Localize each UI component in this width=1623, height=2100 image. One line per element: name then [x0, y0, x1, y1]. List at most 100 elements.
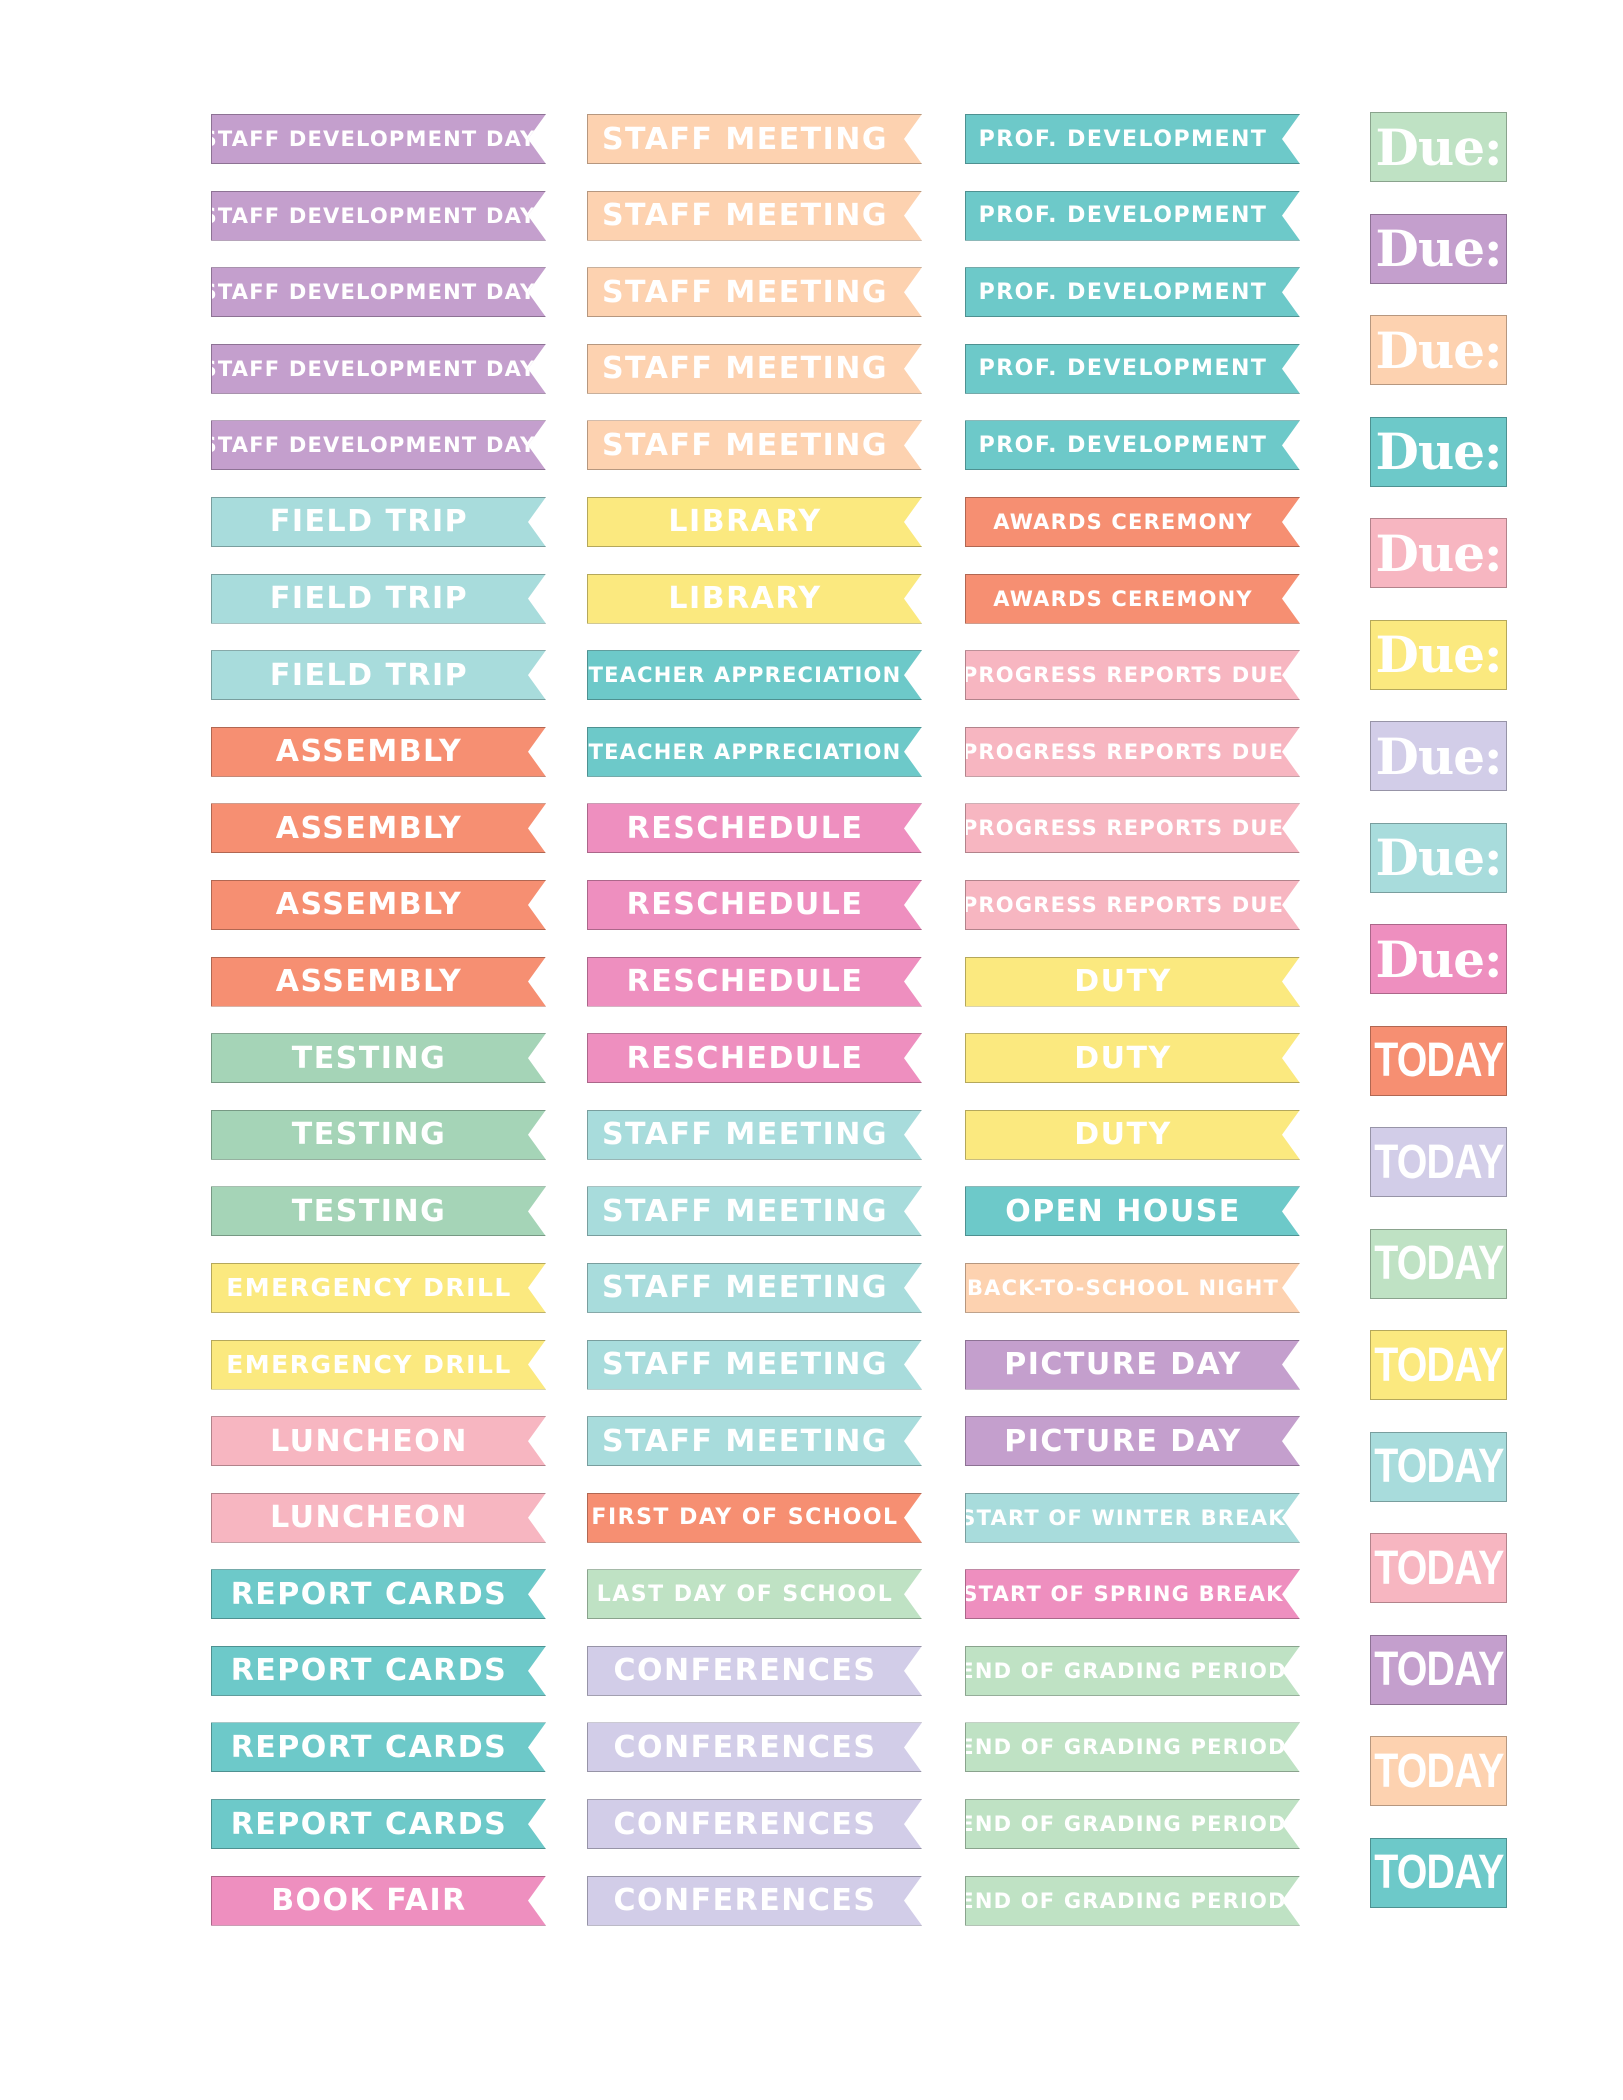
today-tag-label: TODAY — [1373, 1237, 1504, 1290]
banner-sticker-conferences: CONFERENCES — [587, 1876, 922, 1926]
banner-sticker-staff-development-day: STAFF DEVELOPMENT DAY — [211, 420, 546, 470]
today-tag-label: TODAY — [1373, 1846, 1504, 1899]
banner-label: LAST DAY OF SCHOOL — [596, 1581, 894, 1607]
banner-sticker-library: LIBRARY — [587, 497, 922, 547]
banner-label: STAFF MEETING — [601, 351, 889, 387]
banner-sticker-field-trip: FIELD TRIP — [211, 650, 546, 700]
today-tag-sticker: TODAY — [1370, 1837, 1507, 1908]
due-tag-sticker: Due: — [1370, 619, 1507, 690]
banner-column-3: PROF. DEVELOPMENT PROF. DEVELOPMENT PROF. … — [965, 114, 1300, 1952]
banner-label: FIRST DAY OF SCHOOL — [591, 1505, 899, 1531]
banner-sticker-duty: DUTY — [965, 1110, 1300, 1160]
banner-sticker-library: LIBRARY — [587, 574, 922, 624]
banner-label: CONFERENCES — [613, 1806, 877, 1842]
tag-column: Due: Due: Due: Due: Due: Due: Due: Due: Due: TODA… — [1370, 112, 1507, 1939]
banner-sticker-conferences: CONFERENCES — [587, 1722, 922, 1772]
banner-label: FIELD TRIP — [269, 581, 469, 617]
banner-label: PROGRESS REPORTS DUE — [965, 892, 1285, 917]
banner-sticker-staff-meeting: STAFF MEETING — [587, 114, 922, 164]
today-tag-sticker: TODAY — [1370, 1533, 1507, 1603]
today-tag-sticker: TODAY — [1370, 1228, 1507, 1299]
banner-label: STAFF DEVELOPMENT DAY — [211, 203, 537, 228]
today-tag-label: TODAY — [1373, 1338, 1504, 1392]
banner-sticker-conferences: CONFERENCES — [587, 1646, 922, 1696]
banner-label: STAFF MEETING — [601, 1347, 889, 1382]
due-tag-sticker: Due: — [1370, 416, 1507, 487]
banner-sticker-reschedule: RESCHEDULE — [587, 957, 922, 1007]
banner-sticker-teacher-appreciation: TEACHER APPRECIATION — [587, 727, 922, 777]
banner-label: EMERGENCY DRILL — [226, 1273, 512, 1303]
banner-label: RESCHEDULE — [626, 964, 864, 1000]
banner-sticker-last-day-of-school: LAST DAY OF SCHOOL — [587, 1569, 922, 1619]
banner-sticker-picture-day: PICTURE DAY — [965, 1340, 1300, 1390]
banner-label: BOOK FAIR — [271, 1883, 467, 1919]
banner-label: PROGRESS REPORTS DUE — [965, 663, 1285, 688]
banner-sticker-awards-ceremony: AWARDS CEREMONY — [965, 497, 1300, 547]
banner-sticker-staff-meeting: STAFF MEETING — [587, 1110, 922, 1160]
banner-sticker-picture-day: PICTURE DAY — [965, 1416, 1300, 1466]
banner-sticker-staff-meeting: STAFF MEETING — [587, 1340, 922, 1390]
banner-label: STAFF MEETING — [601, 1193, 889, 1229]
banner-sticker-end-of-grading-period: END OF GRADING PERIOD — [965, 1646, 1300, 1696]
banner-sticker-assembly: ASSEMBLY — [211, 727, 546, 777]
due-tag-sticker: Due: — [1370, 822, 1507, 893]
banner-label: TESTING — [291, 1193, 447, 1229]
due-tag-sticker: Due: — [1370, 315, 1507, 385]
banner-sticker-duty: DUTY — [965, 1033, 1300, 1083]
banner-label: RESCHEDULE — [626, 887, 864, 923]
banner-sticker-end-of-grading-period: END OF GRADING PERIOD — [965, 1722, 1300, 1772]
banner-label: TESTING — [291, 1117, 447, 1153]
banner-label: FIELD TRIP — [269, 657, 469, 693]
banner-label: PROGRESS REPORTS DUE — [965, 816, 1285, 841]
banner-label: STAFF DEVELOPMENT DAY — [211, 433, 537, 458]
banner-label: PROF. DEVELOPMENT — [978, 356, 1268, 382]
banner-sticker-prof-development: PROF. DEVELOPMENT — [965, 191, 1300, 241]
banner-sticker-end-of-grading-period: END OF GRADING PERIOD — [965, 1876, 1300, 1926]
banner-sticker-report-cards: REPORT CARDS — [211, 1646, 546, 1696]
banner-label: ASSEMBLY — [275, 887, 463, 923]
banner-label: STAFF DEVELOPMENT DAY — [211, 127, 537, 151]
banner-sticker-luncheon: LUNCHEON — [211, 1416, 546, 1466]
banner-sticker-report-cards: REPORT CARDS — [211, 1799, 546, 1849]
due-tag-label: Due: — [1375, 726, 1503, 786]
banner-label: START OF SPRING BREAK — [965, 1582, 1284, 1607]
banner-label: AWARDS CEREMONY — [993, 509, 1253, 534]
banner-sticker-luncheon: LUNCHEON — [211, 1493, 546, 1543]
due-tag-label: Due: — [1375, 422, 1503, 481]
banner-sticker-staff-development-day: STAFF DEVELOPMENT DAY — [211, 344, 546, 394]
today-tag-sticker: TODAY — [1370, 1127, 1507, 1197]
banner-sticker-staff-meeting: STAFF MEETING — [587, 191, 922, 241]
today-tag-sticker: TODAY — [1370, 1634, 1507, 1705]
banner-sticker-reschedule: RESCHEDULE — [587, 880, 922, 930]
banner-sticker-start-of-spring-break: START OF SPRING BREAK — [965, 1569, 1300, 1619]
banner-sticker-reschedule: RESCHEDULE — [587, 803, 922, 853]
due-tag-label: Due: — [1375, 219, 1503, 278]
banner-sticker-open-house: OPEN HOUSE — [965, 1186, 1300, 1236]
banner-label: FIELD TRIP — [269, 504, 469, 540]
banner-label: DUTY — [1074, 1040, 1172, 1076]
banner-label: RESCHEDULE — [626, 1040, 864, 1076]
today-tag-label: TODAY — [1373, 1744, 1504, 1798]
banner-sticker-duty: DUTY — [965, 957, 1300, 1007]
banner-sticker-testing: TESTING — [211, 1033, 546, 1083]
banner-label: STAFF DEVELOPMENT DAY — [211, 280, 537, 305]
today-tag-label: TODAY — [1373, 1643, 1504, 1696]
banner-label: END OF GRADING PERIOD — [965, 1658, 1287, 1683]
banner-sticker-assembly: ASSEMBLY — [211, 880, 546, 930]
today-tag-label: TODAY — [1373, 1440, 1504, 1493]
banner-label: END OF GRADING PERIOD — [965, 1735, 1287, 1760]
banner-label: STAFF MEETING — [601, 427, 889, 463]
banner-label: REPORT CARDS — [230, 1576, 508, 1612]
banner-sticker-conferences: CONFERENCES — [587, 1799, 922, 1849]
banner-sticker-back-to-school-night: BACK-TO-SCHOOL NIGHT — [965, 1263, 1300, 1313]
due-tag-label: Due: — [1375, 523, 1503, 583]
banner-sticker-assembly: ASSEMBLY — [211, 803, 546, 853]
banner-column-1: STAFF DEVELOPMENT DAY STAFF DEVELOPMENT D… — [211, 114, 546, 1952]
today-tag-sticker: TODAY — [1370, 1025, 1507, 1096]
banner-label: STAFF MEETING — [601, 274, 889, 310]
banner-label: END OF GRADING PERIOD — [965, 1812, 1287, 1837]
banner-label: PROF. DEVELOPMENT — [978, 432, 1268, 458]
banner-sticker-progress-reports-due: PROGRESS REPORTS DUE — [965, 803, 1300, 853]
banner-label: TEACHER APPRECIATION — [588, 663, 902, 688]
banner-sticker-assembly: ASSEMBLY — [211, 957, 546, 1007]
